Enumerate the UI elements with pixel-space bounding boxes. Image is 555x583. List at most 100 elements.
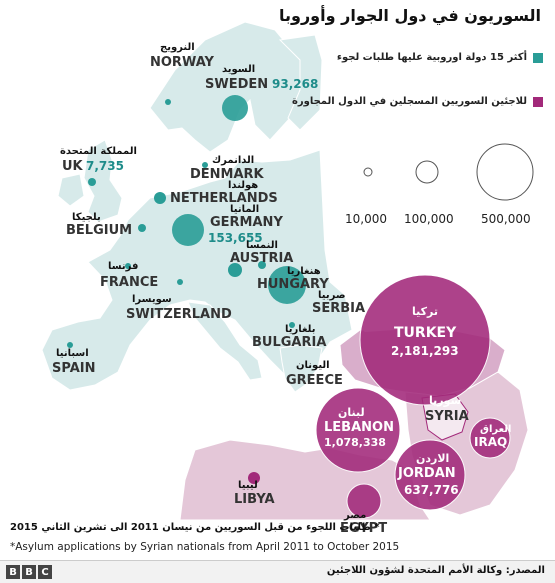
scale-label-medium: 100,000: [404, 212, 454, 226]
belgium-ar-label: بلجيكا: [72, 212, 101, 223]
spain-bubble: [67, 342, 73, 348]
legend-neighbors: للاجئين السوريين المسجلين في الدول المجا…: [292, 96, 543, 107]
turkey-bubble: [359, 274, 491, 406]
lebanon-ar-label: لبنان: [338, 406, 365, 419]
footnote-arabic: * طلبات اللجوء من قبل السوريين من نيسان …: [10, 522, 380, 533]
syria-en-label: SYRIA: [425, 409, 469, 424]
scale-label-small: 10,000: [345, 212, 387, 226]
iraq-en-label: IRAQ: [474, 435, 507, 449]
greece-en-label: GREECE: [286, 373, 343, 388]
iraq-ar-label: العراق: [480, 424, 511, 435]
scale-circle-medium: [415, 160, 439, 184]
switzerland-ar-label: سويسرا: [132, 294, 172, 305]
bulgaria-bubble: [289, 322, 295, 328]
footnote-english: *Asylum applications by Syrian nationals…: [10, 541, 400, 553]
austria-bubble: [228, 263, 242, 277]
norway-ar-label: النرويج: [160, 42, 195, 53]
continent-land: [41, 149, 353, 391]
legend-neighbors-swatch: [533, 96, 543, 107]
serbia-ar-label: صربيا: [318, 290, 345, 301]
germany-value: 153,655: [208, 231, 263, 245]
legend-europe-label: أكثر 15 دولة اوروبية عليها طلبات لجوء: [336, 52, 527, 63]
scale-label-large: 500,000: [481, 212, 531, 226]
italy-land: [187, 301, 263, 381]
turkey-value: 2,181,293: [391, 344, 459, 358]
germany-en-label: GERMANY: [210, 215, 283, 230]
sweden-ar-label: السويد: [222, 64, 255, 75]
lebanon-value: 1,078,338: [324, 436, 386, 449]
netherlands-ar-label: هولندا: [228, 180, 258, 191]
netherlands-en-label: NETHERLANDS: [170, 191, 278, 206]
sweden-en-label: SWEDEN: [205, 77, 268, 92]
norway-en-label: NORWAY: [150, 55, 215, 70]
egypt-ar-label: مصر: [343, 510, 366, 521]
map-canvas: النرويج NORWAY السويد SWEDEN 93,268 المم…: [41, 21, 555, 536]
hungary-en-label: HUNGARY: [257, 277, 329, 292]
serbia-bubble: [268, 266, 306, 304]
uk-value: 7,735: [86, 159, 124, 173]
austria-en-label: AUSTRIA: [230, 251, 293, 266]
france-bubble: [125, 263, 131, 269]
greece-ar-label: اليونان: [296, 360, 330, 371]
turkey-ar-label: تركيا: [412, 305, 438, 318]
turkey-en-label: TURKEY: [394, 325, 457, 341]
germany-ar-label: المانيا: [230, 204, 259, 215]
iraq-bubble: [469, 417, 511, 459]
france-en-label: FRANCE: [100, 275, 158, 290]
scale-circle-small: [363, 167, 373, 177]
footer-bar: B B C المصدر: وكالة الأمم المتحدة لشؤون …: [0, 560, 555, 583]
finland-land: [278, 34, 323, 131]
germany-bubble: [172, 214, 204, 246]
syria-ar-label: سوريا: [429, 394, 461, 407]
uk-land: [83, 139, 123, 223]
jordan-en-label: JORDAN: [397, 466, 456, 481]
libya-ar-label: ليبيا: [238, 480, 258, 491]
greece-land: [279, 344, 323, 393]
legend-europe: أكثر 15 دولة اوروبية عليها طلبات لجوء: [337, 52, 543, 63]
denmark-bubble: [202, 162, 208, 168]
bbc-logo: B B C: [6, 565, 52, 579]
hungary-ar-label: هنغاريا: [287, 266, 321, 277]
legend-scale-box: [325, 120, 555, 240]
austria-ar-label: النمسا: [246, 240, 278, 251]
sweden-bubble: [222, 95, 248, 121]
scandinavia-land: [149, 21, 301, 153]
bbc-logo-c: C: [38, 565, 52, 579]
bulgaria-ar-label: بلغاريا: [285, 324, 316, 335]
jordan-value: 637,776: [404, 483, 459, 497]
legend-neighbors-label: للاجئين السوريين المسجلين في الدول المجا…: [291, 96, 527, 107]
source-credit: المصدر: وكالة الأمم المتحدة لشؤون اللاجئ…: [326, 565, 545, 576]
bbc-logo-b2: B: [22, 565, 36, 579]
scale-circle-large: [476, 143, 534, 201]
bulgaria-en-label: BULGARIA: [252, 335, 326, 350]
uk-bubble: [88, 178, 96, 186]
jordan-bubble: [394, 439, 466, 511]
france-ar-label: فرنسا: [108, 261, 138, 272]
belgium-en-label: BELGIUM: [66, 223, 132, 238]
serbia-en-label: SERBIA: [312, 301, 365, 316]
switzerland-bubble: [177, 279, 183, 285]
libya-bubble: [248, 472, 260, 484]
norway-bubble: [165, 99, 171, 105]
bbc-logo-b1: B: [6, 565, 20, 579]
libya-en-label: LIBYA: [234, 492, 275, 507]
egypt-en-label: EGYPT: [340, 521, 387, 536]
spain-ar-label: اسبانيا: [56, 348, 89, 359]
egypt-bubble: [346, 483, 382, 519]
denmark-ar-label: الدانمرك: [212, 155, 254, 166]
sweden-value: 93,268: [272, 77, 318, 91]
uk-ar-label: المملكة المتحدة: [60, 146, 137, 157]
jordan-ar-label: الاردن: [416, 452, 449, 465]
spain-en-label: SPAIN: [52, 361, 95, 376]
lebanon-en-label: LEBANON: [324, 420, 394, 435]
uk-en-label: UK: [62, 159, 84, 174]
ireland-land: [57, 173, 85, 207]
map-title: السوريون في دول الجوار وأوروبا: [279, 6, 541, 25]
belgium-bubble: [138, 224, 146, 232]
denmark-en-label: DENMARK: [190, 167, 265, 182]
netherlands-bubble: [154, 192, 166, 204]
switzerland-en-label: SWITZERLAND: [126, 307, 232, 322]
hungary-bubble: [258, 261, 266, 269]
legend-europe-swatch: [533, 52, 543, 63]
